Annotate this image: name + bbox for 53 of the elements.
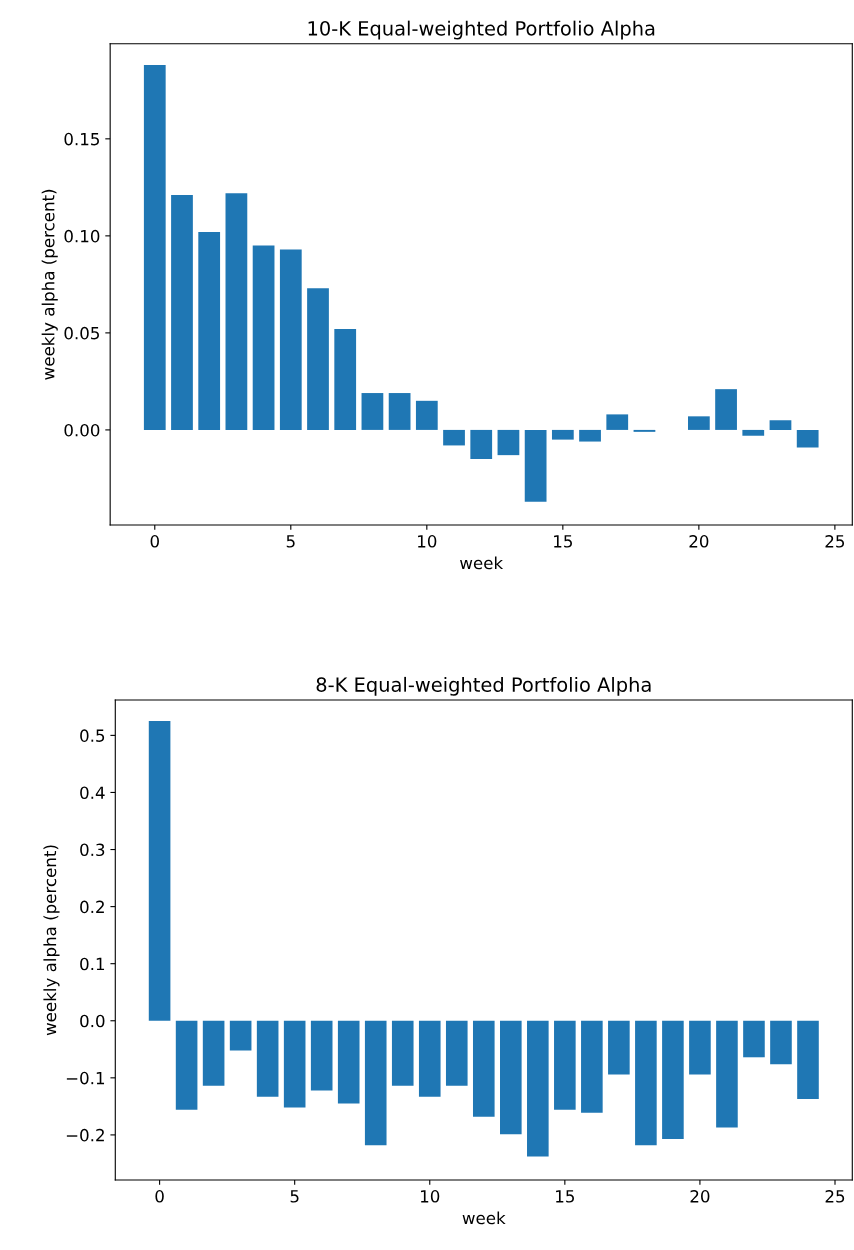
x-tick-label: 5 <box>290 1190 299 1203</box>
x-tick-label: 10 <box>420 1190 440 1203</box>
x-tick-label: 25 <box>825 1190 845 1203</box>
bar <box>715 389 737 430</box>
x-tick-label: 10 <box>418 535 437 548</box>
bar <box>415 400 438 430</box>
bar <box>524 429 547 502</box>
bar <box>606 414 629 430</box>
bar <box>742 429 765 436</box>
bar <box>769 420 792 430</box>
y-tick-label: 0.00 <box>64 423 100 437</box>
bar <box>497 429 520 456</box>
x-tick-label: 15 <box>556 1190 574 1203</box>
x-axis-title: week <box>460 556 504 570</box>
bar <box>334 329 357 430</box>
bar <box>796 429 819 448</box>
y-tick-label: −0.2 <box>66 1128 104 1142</box>
bar <box>252 245 275 430</box>
x-tick-label: 25 <box>825 535 845 548</box>
bar <box>579 429 601 442</box>
chart-title: 10-K Equal-weighted Portfolio Alpha <box>308 20 655 40</box>
bar <box>171 195 193 430</box>
y-tick-label: 0.15 <box>64 132 99 146</box>
x-tick-label: 15 <box>554 535 572 548</box>
x-axis-title: week <box>462 1211 506 1225</box>
bar <box>361 393 384 430</box>
bar <box>198 231 221 430</box>
bar <box>143 65 166 430</box>
x-tick-label: 0 <box>150 535 159 548</box>
y-tick-label: 0.1 <box>80 957 105 971</box>
bar <box>307 288 329 430</box>
y-tick-label: 0.05 <box>64 326 99 340</box>
bar <box>551 429 574 440</box>
bar <box>279 249 302 430</box>
chart-title: 8-K Equal-weighted Portfolio Alpha <box>316 676 651 696</box>
bar <box>388 393 411 430</box>
x-tick-label: 20 <box>690 1190 710 1203</box>
x-tick-label: 5 <box>286 535 295 548</box>
y-tick-label: 0.10 <box>64 229 100 243</box>
bar <box>225 193 248 430</box>
y-tick-label: 0.0 <box>80 1014 105 1028</box>
x-tick-label: 20 <box>689 535 709 548</box>
y-tick-label: 0.4 <box>80 786 105 800</box>
y-tick-label: 0.5 <box>80 729 105 742</box>
y-axis-title: weekly alpha (percent) <box>43 845 60 1036</box>
y-tick-label: −0.1 <box>66 1071 105 1085</box>
bar <box>470 429 493 460</box>
bar <box>687 416 710 430</box>
y-tick-label: 0.3 <box>80 843 105 857</box>
y-axis-title: weekly alpha (percent) <box>41 189 58 380</box>
x-tick-label: 0 <box>155 1190 164 1203</box>
bar <box>443 429 465 446</box>
y-tick-label: 0.2 <box>80 900 104 914</box>
